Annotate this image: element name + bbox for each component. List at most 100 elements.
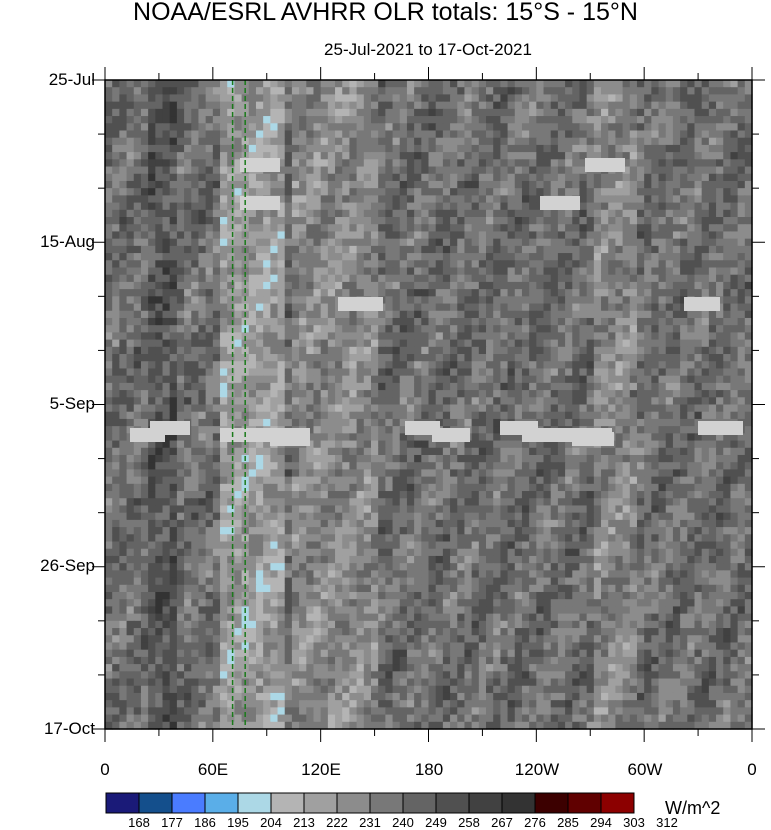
olr-cell xyxy=(299,101,307,110)
olr-cell xyxy=(169,180,178,189)
olr-cell xyxy=(212,231,221,240)
olr-cell xyxy=(586,354,595,362)
olr-cell xyxy=(112,101,120,110)
olr-cell xyxy=(248,152,257,160)
olr-cell xyxy=(687,144,696,153)
olr-cell xyxy=(155,454,164,463)
olr-cell xyxy=(248,224,257,233)
olr-cell xyxy=(248,94,257,103)
olr-cell xyxy=(457,217,466,225)
olr-cell xyxy=(191,166,200,175)
olr-cell xyxy=(320,209,329,218)
olr-cell xyxy=(126,390,135,398)
olr-cell xyxy=(593,188,602,196)
olr-cell xyxy=(392,303,401,312)
olr-cell xyxy=(579,137,588,146)
olr-cell xyxy=(471,209,480,218)
olr-cell xyxy=(105,411,113,420)
olr-cell xyxy=(644,101,652,110)
olr-cell xyxy=(636,440,645,449)
olr-cell xyxy=(255,231,264,240)
olr-cell xyxy=(471,260,480,269)
olr-cell xyxy=(191,245,200,254)
olr-cell xyxy=(601,267,609,276)
olr-cell xyxy=(514,209,523,218)
olr-cell xyxy=(723,209,732,218)
olr-cell xyxy=(521,361,530,370)
olr-cell xyxy=(327,260,336,269)
olr-cell xyxy=(270,317,279,326)
olr-cell xyxy=(112,152,120,160)
olr-cell xyxy=(622,108,631,117)
olr-cell xyxy=(105,325,113,333)
olr-cell xyxy=(629,418,638,427)
olr-cell xyxy=(105,375,113,384)
olr-cell xyxy=(493,310,501,319)
olr-cell xyxy=(370,166,379,175)
olr-cell xyxy=(370,238,379,247)
olr-cell xyxy=(105,173,113,182)
olr-cell xyxy=(349,426,358,434)
olr-cell xyxy=(392,433,401,442)
olr-cell xyxy=(464,159,473,168)
olr-cell xyxy=(176,469,185,478)
olr-cell xyxy=(320,296,329,305)
olr-cell xyxy=(320,454,329,463)
olr-cell xyxy=(486,462,494,470)
olr-cell xyxy=(198,267,207,276)
olr-cell xyxy=(313,245,322,254)
olr-cell xyxy=(306,224,315,233)
olr-cell xyxy=(227,469,235,478)
olr-cell xyxy=(601,130,609,139)
olr-cell xyxy=(349,108,358,117)
olr-cell xyxy=(529,188,537,196)
olr-cell xyxy=(687,101,696,110)
olr-cell xyxy=(313,411,322,420)
olr-cell xyxy=(723,411,732,420)
olr-cell xyxy=(162,123,171,132)
olr-cell xyxy=(406,454,415,463)
olr-cell xyxy=(493,253,501,261)
olr-cell xyxy=(155,87,164,96)
olr-cell xyxy=(291,180,300,189)
olr-cell xyxy=(435,397,444,406)
olr-cell xyxy=(392,375,401,384)
olr-cell xyxy=(191,368,200,377)
olr-cell xyxy=(169,440,178,449)
olr-cell xyxy=(622,281,631,290)
olr-cell xyxy=(184,224,192,233)
olr-cell xyxy=(486,382,494,391)
olr-cell xyxy=(385,476,394,485)
olr-cell xyxy=(680,224,688,233)
olr-cell xyxy=(385,130,394,139)
olr-cell xyxy=(514,339,523,348)
olr-cell xyxy=(385,231,394,240)
olr-cell xyxy=(500,123,509,132)
olr-cell xyxy=(220,173,228,182)
olr-cell xyxy=(601,447,609,456)
olr-cell xyxy=(457,325,466,333)
olr-cell xyxy=(406,354,415,362)
olr-cell xyxy=(263,180,271,189)
olr-cell xyxy=(500,101,509,110)
olr-cell xyxy=(442,454,451,463)
olr-cell xyxy=(694,462,703,470)
olr-cell xyxy=(428,454,437,463)
olr-cell xyxy=(500,469,509,478)
olr-cell xyxy=(162,404,171,413)
olr-cell xyxy=(601,180,609,189)
olr-cell xyxy=(521,404,530,413)
olr-cell xyxy=(227,260,235,269)
olr-cell xyxy=(234,397,243,406)
olr-cell xyxy=(320,289,329,297)
olr-cell xyxy=(550,454,559,463)
olr-cell xyxy=(248,281,257,290)
olr-cell xyxy=(680,397,688,406)
olr-cell xyxy=(327,130,336,139)
olr-cell xyxy=(105,281,113,290)
olr-cell xyxy=(478,253,487,261)
olr-cell xyxy=(464,101,473,110)
olr-cell xyxy=(550,108,559,117)
olr-cell xyxy=(414,87,422,96)
olr-cell xyxy=(349,130,358,139)
